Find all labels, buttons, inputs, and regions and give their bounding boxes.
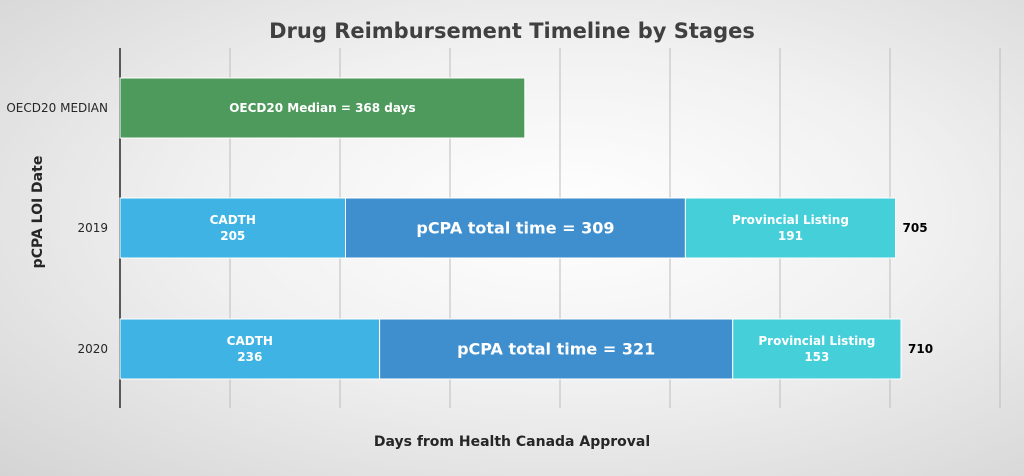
chart-title: Drug Reimbursement Timeline by Stages bbox=[269, 19, 755, 43]
bar-segment bbox=[119, 197, 346, 259]
segment-label: pCPA total time = 309 bbox=[416, 219, 614, 238]
bar-segment bbox=[684, 197, 897, 259]
segment-label: CADTH 205 bbox=[210, 213, 256, 243]
bars-layer bbox=[119, 77, 902, 380]
bar-total-label: 710 bbox=[908, 342, 933, 356]
segment-label: CADTH 236 bbox=[227, 334, 273, 364]
y-axis-title: pCPA LOI Date bbox=[30, 156, 46, 269]
segment-label: OECD20 Median = 368 days bbox=[229, 101, 415, 115]
category-label: OECD20 MEDIAN bbox=[6, 101, 108, 115]
segment-label: Provincial Listing 153 bbox=[758, 334, 875, 364]
category-label: 2020 bbox=[77, 342, 108, 356]
bar-segment bbox=[345, 197, 686, 259]
bar-segment bbox=[732, 318, 902, 380]
segment-label: Provincial Listing 191 bbox=[732, 213, 849, 243]
bar-total-label: 705 bbox=[903, 221, 928, 235]
labels-layer: OECD20 MEDIAN OECD20 Median = 368 days 201… bbox=[6, 101, 933, 364]
category-label: 2019 bbox=[77, 221, 108, 235]
x-axis-title: Days from Health Canada Approval bbox=[374, 434, 650, 450]
segment-label: pCPA total time = 321 bbox=[457, 340, 655, 359]
bar-segment bbox=[119, 318, 381, 380]
bar-segment bbox=[119, 77, 526, 139]
bar-segment bbox=[379, 318, 734, 380]
